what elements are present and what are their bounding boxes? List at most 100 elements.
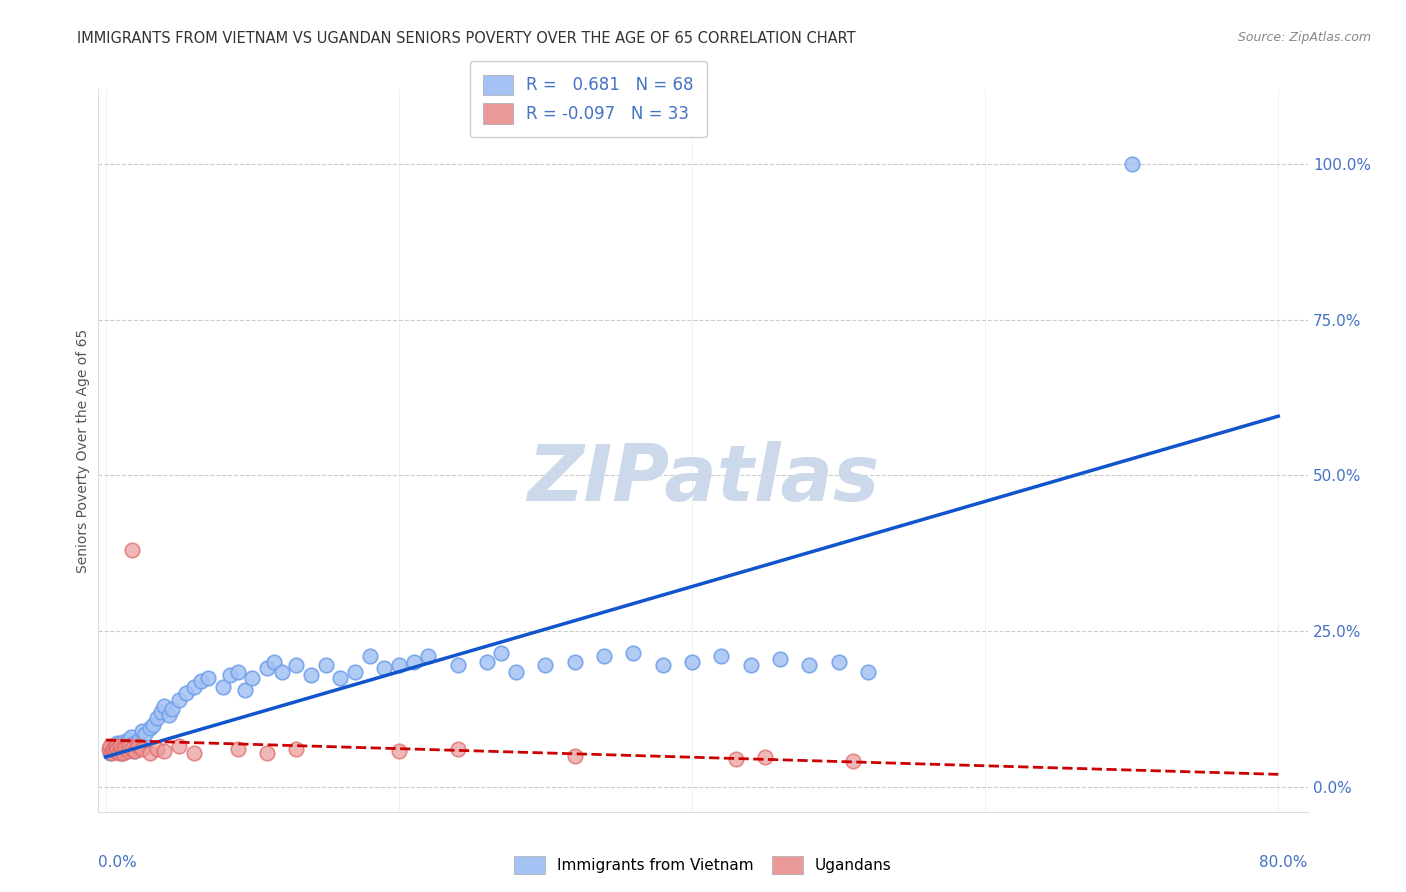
- Point: [122, 744, 145, 758]
- Point: [754, 750, 776, 764]
- Point: [1121, 157, 1143, 171]
- Point: [118, 739, 141, 754]
- Point: [118, 742, 141, 756]
- Point: [108, 741, 131, 756]
- Point: [105, 739, 128, 754]
- Point: [160, 702, 183, 716]
- Text: 80.0%: 80.0%: [1260, 855, 1308, 870]
- Point: [107, 736, 129, 750]
- Point: [138, 746, 160, 760]
- Point: [724, 752, 747, 766]
- Point: [740, 658, 762, 673]
- Point: [142, 717, 165, 731]
- Point: [270, 665, 292, 679]
- Point: [127, 736, 149, 750]
- Point: [146, 742, 169, 756]
- Point: [343, 665, 366, 679]
- Point: [226, 742, 249, 756]
- Point: [167, 739, 190, 754]
- Point: [111, 746, 134, 760]
- Point: [115, 739, 138, 754]
- Point: [226, 665, 249, 679]
- Point: [299, 667, 322, 681]
- Point: [98, 746, 121, 760]
- Point: [564, 748, 586, 763]
- Y-axis label: Seniors Poverty Over the Age of 65: Seniors Poverty Over the Age of 65: [76, 328, 90, 573]
- Point: [128, 733, 150, 747]
- Point: [110, 739, 132, 754]
- Point: [475, 655, 498, 669]
- Point: [240, 671, 263, 685]
- Point: [219, 667, 242, 681]
- Point: [799, 658, 821, 673]
- Point: [153, 744, 176, 758]
- Point: [98, 739, 121, 754]
- Point: [121, 742, 143, 756]
- Point: [233, 683, 256, 698]
- Legend: Immigrants from Vietnam, Ugandans: Immigrants from Vietnam, Ugandans: [508, 850, 898, 880]
- Point: [103, 739, 125, 754]
- Point: [681, 655, 703, 669]
- Point: [114, 744, 136, 758]
- Point: [124, 739, 146, 754]
- Point: [651, 658, 673, 673]
- Point: [842, 754, 865, 768]
- Point: [127, 739, 149, 754]
- Point: [263, 655, 285, 669]
- Point: [856, 665, 879, 679]
- Point: [107, 742, 129, 756]
- Point: [621, 646, 644, 660]
- Point: [117, 744, 139, 758]
- Point: [97, 742, 120, 756]
- Point: [418, 648, 440, 663]
- Text: ZIPatlas: ZIPatlas: [527, 442, 879, 517]
- Point: [183, 746, 205, 760]
- Point: [114, 741, 136, 756]
- Point: [105, 744, 128, 758]
- Point: [564, 655, 586, 669]
- Point: [108, 746, 131, 760]
- Point: [388, 658, 411, 673]
- Point: [134, 727, 156, 741]
- Point: [101, 742, 124, 756]
- Text: Source: ZipAtlas.com: Source: ZipAtlas.com: [1237, 31, 1371, 45]
- Point: [593, 648, 616, 663]
- Point: [505, 665, 527, 679]
- Point: [285, 742, 308, 756]
- Text: 0.0%: 0.0%: [98, 855, 138, 870]
- Point: [329, 671, 352, 685]
- Point: [117, 733, 139, 747]
- Point: [446, 742, 468, 756]
- Point: [112, 735, 135, 749]
- Point: [146, 711, 169, 725]
- Point: [103, 744, 125, 758]
- Point: [710, 648, 733, 663]
- Point: [827, 655, 849, 669]
- Point: [101, 742, 124, 756]
- Point: [100, 746, 122, 760]
- Point: [769, 652, 792, 666]
- Point: [190, 673, 212, 688]
- Point: [491, 646, 513, 660]
- Point: [131, 742, 153, 756]
- Point: [111, 742, 134, 756]
- Point: [121, 543, 143, 558]
- Point: [167, 692, 190, 706]
- Point: [153, 698, 176, 713]
- Point: [124, 744, 146, 758]
- Point: [150, 705, 173, 719]
- Point: [157, 708, 180, 723]
- Point: [121, 738, 143, 752]
- Point: [373, 661, 395, 675]
- Point: [138, 721, 160, 735]
- Point: [388, 744, 411, 758]
- Point: [176, 686, 198, 700]
- Point: [359, 648, 381, 663]
- Legend: R =   0.681   N = 68, R = -0.097   N = 33: R = 0.681 N = 68, R = -0.097 N = 33: [470, 62, 707, 137]
- Text: IMMIGRANTS FROM VIETNAM VS UGANDAN SENIORS POVERTY OVER THE AGE OF 65 CORRELATIO: IMMIGRANTS FROM VIETNAM VS UGANDAN SENIO…: [77, 31, 856, 46]
- Point: [183, 680, 205, 694]
- Point: [315, 658, 337, 673]
- Point: [197, 671, 219, 685]
- Point: [131, 723, 153, 738]
- Point: [256, 746, 278, 760]
